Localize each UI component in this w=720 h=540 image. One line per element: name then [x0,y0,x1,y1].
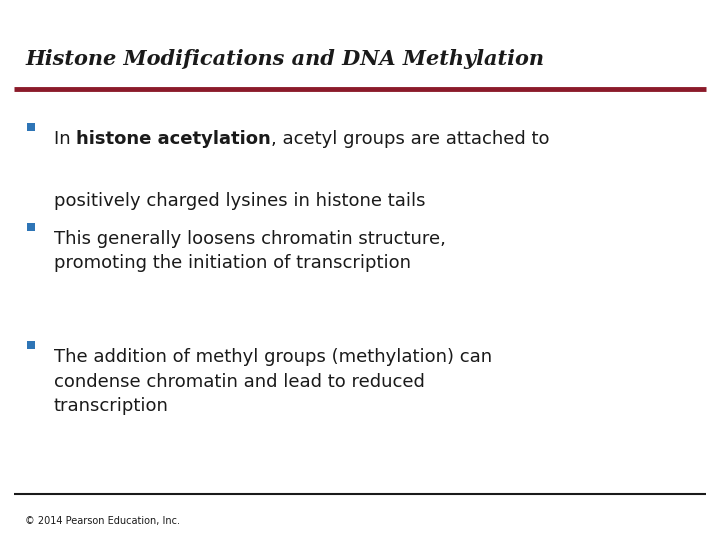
Bar [27,222,35,231]
Bar [27,123,35,131]
Text: The addition of methyl groups (methylation) can
condense chromatin and lead to r: The addition of methyl groups (methylati… [54,348,492,415]
Bar [27,341,35,349]
Text: histone acetylation: histone acetylation [76,130,271,147]
Text: positively charged lysines in histone tails: positively charged lysines in histone ta… [54,192,426,210]
Text: This generally loosens chromatin structure,
promoting the initiation of transcri: This generally loosens chromatin structu… [54,230,446,272]
Text: , acetyl groups are attached to: , acetyl groups are attached to [271,130,549,147]
Text: © 2014 Pearson Education, Inc.: © 2014 Pearson Education, Inc. [25,516,180,526]
Text: In: In [54,130,76,147]
Text: Histone Modifications and DNA Methylation: Histone Modifications and DNA Methylatio… [25,49,544,69]
